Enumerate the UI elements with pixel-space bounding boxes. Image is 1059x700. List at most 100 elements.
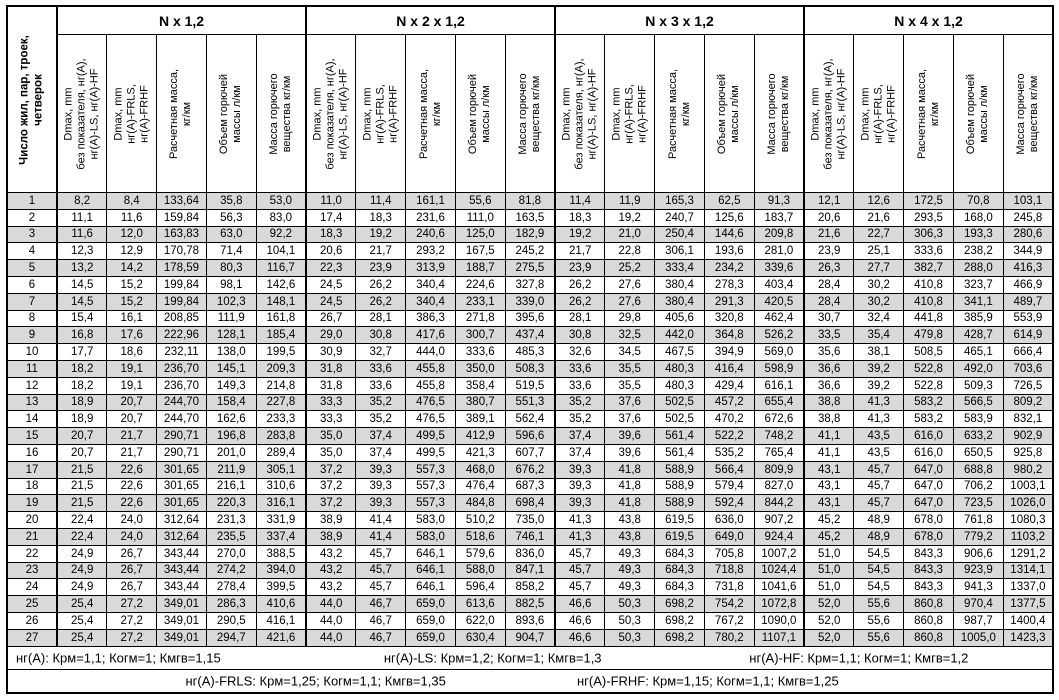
cell: 13,2 bbox=[56, 259, 108, 277]
column-header-calc-mass-g2: Расчетная масса, кг/км bbox=[405, 34, 456, 193]
cell: 882,5 bbox=[504, 595, 556, 613]
cell: 111,9 bbox=[205, 309, 257, 328]
cell: 30,8 bbox=[355, 326, 407, 345]
cell: 21,5 bbox=[56, 460, 108, 479]
cell: 455,8 bbox=[405, 359, 456, 378]
cell: 199,5 bbox=[255, 343, 307, 361]
cell: 46,7 bbox=[355, 595, 407, 613]
cell: 274,2 bbox=[205, 561, 257, 580]
cell: 43,1 bbox=[803, 460, 855, 479]
cell: 35,2 bbox=[355, 410, 407, 429]
table-row: 6 14,5 15,2 199,84 98,1 142,6 24,5 26,2 340,4 224… bbox=[6, 275, 1054, 294]
cell: 209,3 bbox=[255, 359, 307, 378]
cell: 199,84 bbox=[156, 292, 207, 311]
cell: 666,4 bbox=[1002, 343, 1054, 361]
cell: 35,0 bbox=[305, 427, 357, 445]
cell: 17,4 bbox=[305, 208, 357, 227]
cell: 41,8 bbox=[604, 460, 656, 479]
cell: 163,83 bbox=[156, 225, 207, 244]
footer-note-ng-a-frhf: нг(А)-FRHF: Крм=1,15; Когм=1,1; Кмгв=1,2… bbox=[577, 673, 839, 689]
cell: 35,5 bbox=[604, 376, 656, 395]
cell: 395,6 bbox=[504, 309, 556, 328]
cell: 18,3 bbox=[355, 208, 407, 227]
cell: 14,2 bbox=[106, 259, 158, 277]
cell: 809,2 bbox=[1002, 393, 1054, 412]
cell: 561,4 bbox=[654, 443, 705, 462]
cell: 8,2 bbox=[56, 192, 108, 210]
cell: 476,5 bbox=[405, 393, 456, 412]
cell: 394,0 bbox=[255, 561, 307, 580]
cell: 22,6 bbox=[106, 477, 158, 496]
cell: 43,5 bbox=[853, 443, 905, 462]
cell: 562,4 bbox=[504, 410, 556, 429]
cell: 236,70 bbox=[156, 359, 207, 378]
cell: 36,6 bbox=[803, 359, 855, 378]
cell: 22,4 bbox=[56, 511, 108, 529]
cell: 43,2 bbox=[305, 578, 357, 597]
cell: 83,0 bbox=[255, 208, 307, 227]
cell: 235,5 bbox=[205, 527, 257, 546]
combustible-volume-label: Объем горючей массы л/км bbox=[716, 73, 742, 154]
cell: 244,70 bbox=[156, 393, 207, 412]
cell: 659,0 bbox=[405, 628, 456, 647]
cell: 12,1 bbox=[803, 192, 855, 210]
cell: 579,4 bbox=[703, 477, 755, 496]
cell: 37,2 bbox=[305, 494, 357, 513]
cell: 91,3 bbox=[753, 192, 805, 210]
table-row: 23 24,9 26,7 343,44 274,2 394,0 43,2 45,7 646,1 5… bbox=[6, 561, 1054, 580]
cell: 27,2 bbox=[106, 628, 158, 647]
cell: 19,2 bbox=[604, 208, 656, 227]
cell: 380,4 bbox=[654, 292, 705, 311]
row-number: 17 bbox=[6, 460, 58, 479]
cell: 21,7 bbox=[554, 242, 606, 261]
cell: 698,4 bbox=[504, 494, 556, 513]
calc-mass-label: Расчетная масса, кг/км bbox=[915, 68, 941, 159]
cell: 21,7 bbox=[106, 443, 158, 462]
cell: 199,84 bbox=[156, 275, 207, 294]
cell: 1007,2 bbox=[753, 544, 805, 563]
cell: 231,3 bbox=[205, 511, 257, 529]
combustible-volume-label: Объем горючей массы л/км bbox=[218, 73, 244, 154]
cell: 341,1 bbox=[952, 292, 1004, 311]
row-number: 18 bbox=[6, 477, 58, 496]
cell: 579,6 bbox=[454, 544, 506, 563]
combustible-mass-label: Масса горючего вещества кг/км bbox=[765, 72, 791, 155]
cell: 1041,6 bbox=[753, 578, 805, 597]
cell: 761,8 bbox=[952, 511, 1004, 529]
cell: 11,4 bbox=[355, 192, 407, 210]
cell: 38,9 bbox=[305, 527, 357, 546]
cell: 598,9 bbox=[753, 359, 805, 378]
cell: 211,9 bbox=[205, 460, 257, 479]
cell: 45,2 bbox=[803, 511, 855, 529]
dmax-base-label: Dmax, mm без показателя, нг(А), нг(А)-LS, … bbox=[311, 57, 350, 170]
cell: 98,1 bbox=[205, 275, 257, 294]
cell: 26,7 bbox=[305, 309, 357, 328]
cell: 844,2 bbox=[753, 494, 805, 513]
cell: 389,1 bbox=[454, 410, 506, 429]
cell: 29,8 bbox=[604, 309, 656, 328]
cell: 492,0 bbox=[952, 359, 1004, 378]
cell: 50,3 bbox=[604, 628, 656, 647]
cell: 349,01 bbox=[156, 628, 207, 647]
table-row: 27 25,4 27,2 349,01 294,7 421,6 44,0 46,7 659,0 6… bbox=[6, 628, 1054, 647]
cell: 32,7 bbox=[355, 343, 407, 361]
calc-mass-label: Расчетная масса, кг/км bbox=[168, 68, 194, 159]
cell: 1090,0 bbox=[753, 611, 805, 630]
cell: 561,4 bbox=[654, 427, 705, 445]
cell: 1005,0 bbox=[952, 628, 1004, 647]
cell: 41,4 bbox=[355, 511, 407, 529]
cell: 168,0 bbox=[952, 208, 1004, 227]
cell: 499,5 bbox=[405, 443, 456, 462]
cell: 39,3 bbox=[554, 477, 606, 496]
cell: 35,0 bbox=[305, 443, 357, 462]
cell: 510,2 bbox=[454, 511, 506, 529]
dmax-frls-frhf-label: Dmax, mm нг(А)-FRLS, нг(А)-FRHF bbox=[361, 83, 400, 144]
cell: 54,5 bbox=[853, 544, 905, 563]
cell: 470,2 bbox=[703, 410, 755, 429]
cell: 19,1 bbox=[106, 359, 158, 378]
cell: 44,0 bbox=[305, 611, 357, 630]
cell: 437,4 bbox=[504, 326, 556, 345]
cell: 43,5 bbox=[853, 427, 905, 445]
cell: 46,6 bbox=[554, 595, 606, 613]
cell: 21,6 bbox=[853, 208, 905, 227]
